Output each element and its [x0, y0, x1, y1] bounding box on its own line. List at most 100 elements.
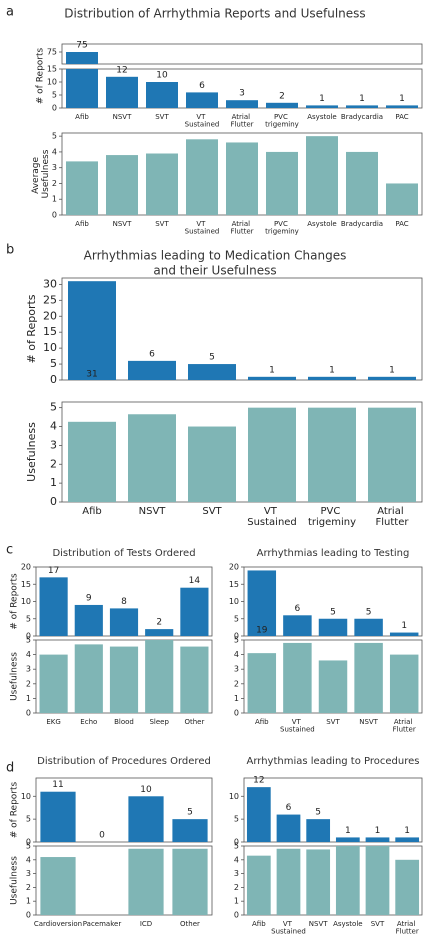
bar [106, 76, 138, 108]
x-tick-label: SVT [326, 718, 340, 726]
y-tick-label: 15 [21, 580, 31, 589]
bar [128, 414, 176, 502]
y-tick-label: 4 [50, 420, 57, 433]
x-tick-label: NSVT [113, 220, 132, 228]
y-tick-label: 0 [26, 632, 31, 641]
axes-frame [243, 845, 423, 916]
data-label: 1 [329, 365, 335, 375]
x-tick-label: Atrial Flutter [376, 506, 410, 528]
bar [306, 136, 338, 215]
axes-frame [61, 43, 423, 65]
panel-label: d [6, 761, 14, 776]
bar [68, 281, 116, 380]
bar [145, 640, 174, 713]
x-tick-label: NSVT [139, 506, 167, 517]
bar [40, 791, 76, 842]
y-axis-label: Usefulness [10, 856, 20, 905]
bar [246, 787, 271, 842]
data-label: 10 [140, 785, 152, 795]
y-tick-label: 25 [43, 293, 57, 306]
y-tick-label: 3 [52, 163, 57, 172]
y-tick-label: 15 [229, 580, 239, 589]
bar [346, 151, 378, 215]
y-tick-label: 30 [43, 277, 57, 290]
data-label: 1 [359, 94, 365, 104]
bar [146, 153, 178, 215]
bar [276, 814, 301, 842]
y-tick-label: 3 [234, 869, 239, 878]
bar [308, 407, 356, 502]
bar [39, 654, 68, 713]
y-tick-label: 5 [26, 636, 31, 645]
x-tick-label: SVT [371, 920, 385, 928]
data-label: 1 [269, 365, 275, 375]
bar [368, 407, 416, 502]
x-tick-label: Cardioversion [34, 920, 82, 928]
chart-title: Distribution of Procedures Ordered [37, 756, 211, 767]
y-tick-label: 20 [21, 563, 31, 572]
bar [318, 618, 348, 636]
y-tick-label: 1 [234, 694, 239, 703]
bar [74, 644, 103, 713]
y-tick-label: 0 [52, 211, 57, 220]
data-label: 6 [199, 81, 205, 91]
x-tick-label: Other [184, 718, 204, 726]
x-tick-label: SVT [155, 220, 169, 228]
x-tick-label: Atrial Flutter [230, 113, 253, 129]
x-tick-label: NSVT [309, 920, 328, 928]
axes-frame [243, 777, 423, 843]
y-tick-label: 20 [43, 309, 57, 322]
y-tick-label: 5 [26, 842, 31, 851]
bar [106, 155, 138, 215]
data-label: 6 [286, 803, 292, 813]
x-tick-label: Pacemaker [83, 920, 122, 928]
bar [283, 642, 312, 713]
x-tick-label: Atrial Flutter [396, 920, 419, 936]
x-tick-label: Sleep [149, 718, 169, 726]
y-tick-label: 5 [26, 815, 31, 824]
chart-title: Arrhythmias leading to Testing [257, 548, 410, 559]
y-tick-label: 2 [234, 883, 239, 892]
bar [172, 819, 208, 842]
x-tick-label: VT Sustained [185, 220, 220, 236]
data-label: 5 [366, 607, 372, 617]
x-tick-label: ICD [140, 920, 152, 928]
bar [109, 646, 139, 713]
chart-title: Distribution of Tests Ordered [52, 548, 195, 559]
data-label: 5 [187, 808, 193, 818]
axes-frame [35, 845, 213, 916]
x-tick-label: Afib [82, 506, 102, 517]
bar [226, 100, 258, 108]
data-label: 14 [189, 576, 201, 586]
x-tick-label: NSVT [113, 113, 132, 121]
data-label: 0 [99, 831, 105, 841]
data-label: 9 [86, 593, 92, 603]
bar [146, 82, 178, 108]
y-tick-label: 4 [234, 855, 239, 864]
x-tick-label: VT Sustained [271, 920, 306, 936]
bar [128, 360, 176, 380]
bar [247, 653, 277, 713]
y-tick-label: 0 [50, 495, 57, 508]
bar [74, 604, 103, 636]
y-tick-label: 2 [26, 679, 31, 688]
x-tick-label: Blood [114, 718, 134, 726]
data-label: 19 [256, 626, 268, 636]
x-tick-label: VT Sustained [185, 113, 220, 129]
x-tick-label: Bradycardia [341, 113, 383, 121]
data-label: 1 [401, 621, 407, 631]
y-axis-label: Average Usefulness [31, 149, 51, 198]
y-tick-label: 10 [229, 792, 239, 801]
x-tick-label: NSVT [359, 718, 378, 726]
bar [248, 407, 296, 502]
bar [40, 857, 76, 915]
y-tick-label: 3 [26, 665, 31, 674]
axes-frame [61, 277, 423, 381]
y-tick-label: 5 [52, 132, 57, 141]
y-tick-label: 0 [234, 911, 239, 920]
y-tick-label: 4 [234, 650, 239, 659]
data-label: 5 [209, 353, 215, 363]
y-axis-label: # of Reports [10, 781, 20, 838]
bar [266, 102, 298, 108]
data-label: 1 [319, 94, 325, 104]
